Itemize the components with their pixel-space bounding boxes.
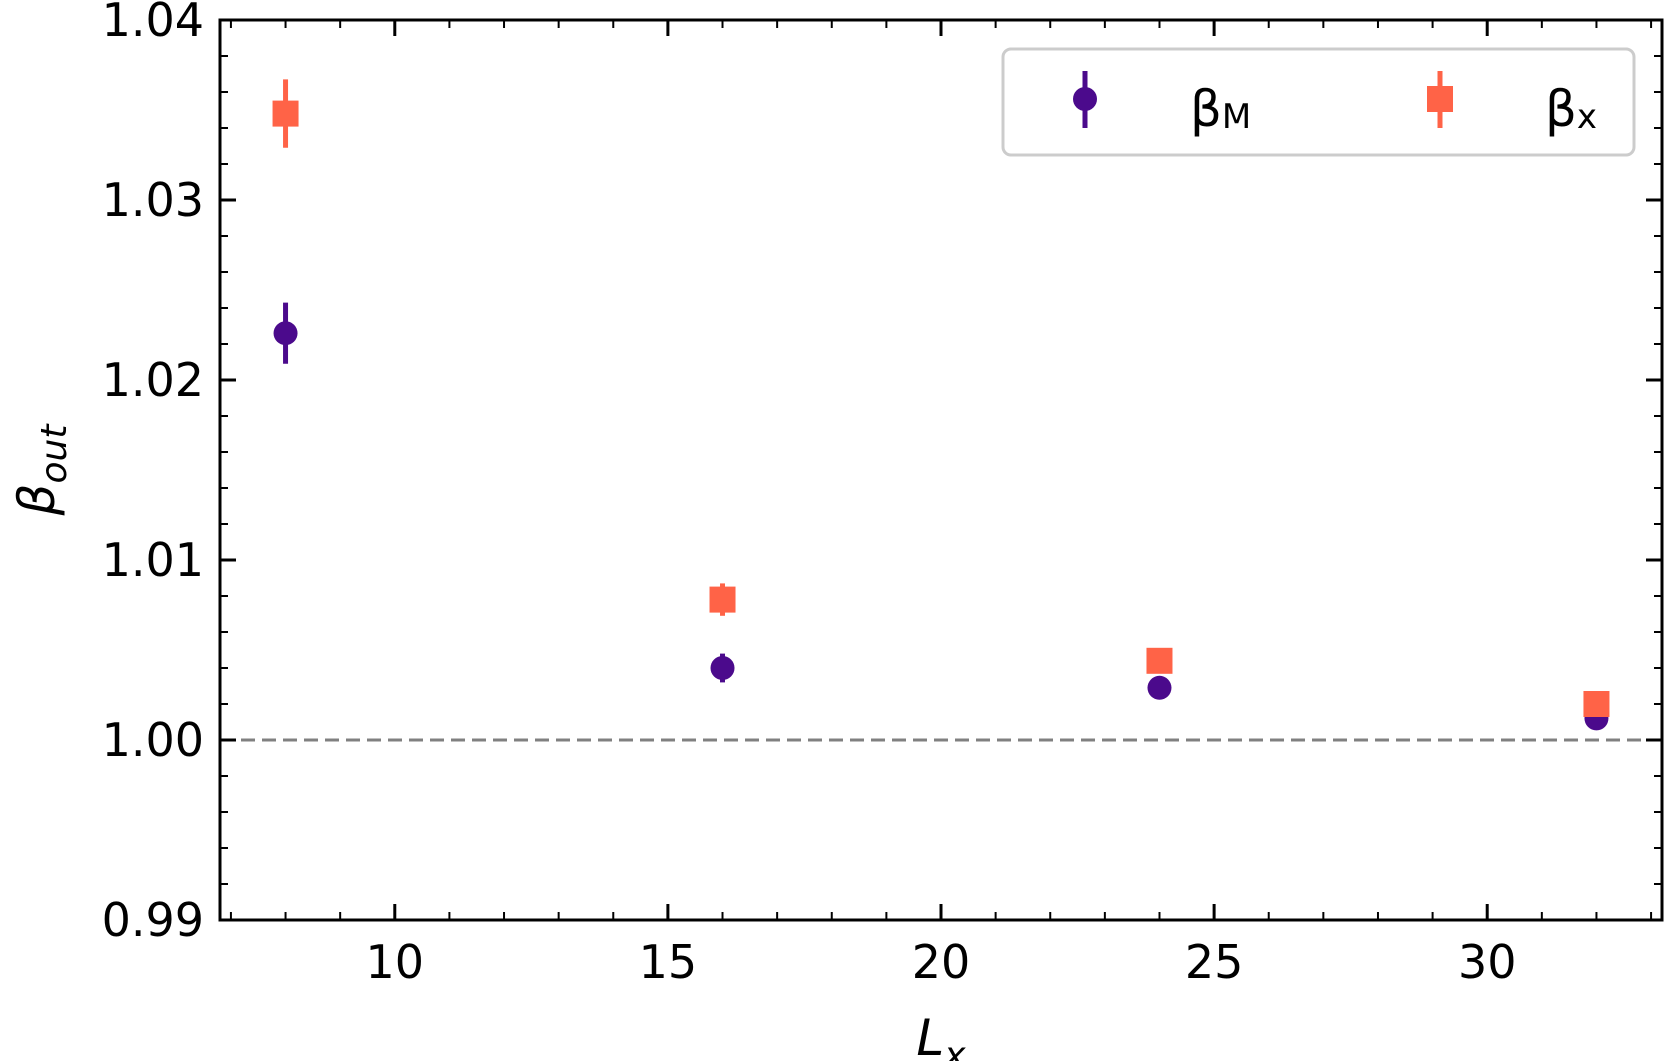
x-tick-label: 20 <box>912 935 971 989</box>
square-marker <box>1583 691 1610 717</box>
data-points-layer <box>272 79 1610 731</box>
plot-frame <box>218 18 1664 922</box>
square-marker <box>1146 647 1173 674</box>
y-tick-label: 1.01 <box>102 533 204 587</box>
data-point-series-1 <box>1147 675 1172 700</box>
y-tick-label: 1.02 <box>102 353 204 407</box>
y-tick-label: 1.03 <box>102 173 204 227</box>
x-tick-label: 10 <box>366 935 425 989</box>
y-tick-label: 1.00 <box>102 713 204 767</box>
legend: βM βx <box>1001 47 1636 157</box>
square-marker <box>709 586 736 613</box>
legend-marker-series-2 <box>1427 71 1453 128</box>
data-point-series-1 <box>273 302 298 364</box>
x-tick-label: 25 <box>1185 935 1244 989</box>
data-point-series-1 <box>710 653 735 683</box>
circle-marker <box>1147 675 1172 700</box>
square-marker <box>272 100 299 127</box>
circle-marker <box>710 656 735 680</box>
x-axis-title: Lx <box>916 1009 966 1061</box>
data-point-series-2 <box>1583 691 1610 717</box>
data-point-series-2 <box>1146 647 1173 674</box>
legend-box <box>1001 47 1636 157</box>
y-tick-label: 0.99 <box>102 893 204 947</box>
legend-label-series-2: βx <box>1545 80 1597 138</box>
x-tick-label: 15 <box>639 935 698 989</box>
legend-marker-series-1 <box>1073 71 1097 128</box>
data-point-series-2 <box>272 79 299 148</box>
y-axis-title: βout <box>8 423 75 517</box>
data-point-series-2 <box>709 583 736 616</box>
x-tick-label: 30 <box>1458 935 1517 989</box>
circle-marker <box>273 321 298 346</box>
y-tick-label: 1.04 <box>102 0 204 47</box>
ticks-layer: 10 15 20 25 30 0.99 1.00 1.01 1.02 1.03 1.04 <box>102 0 1662 989</box>
legend-label-series-1: βM <box>1190 80 1251 138</box>
